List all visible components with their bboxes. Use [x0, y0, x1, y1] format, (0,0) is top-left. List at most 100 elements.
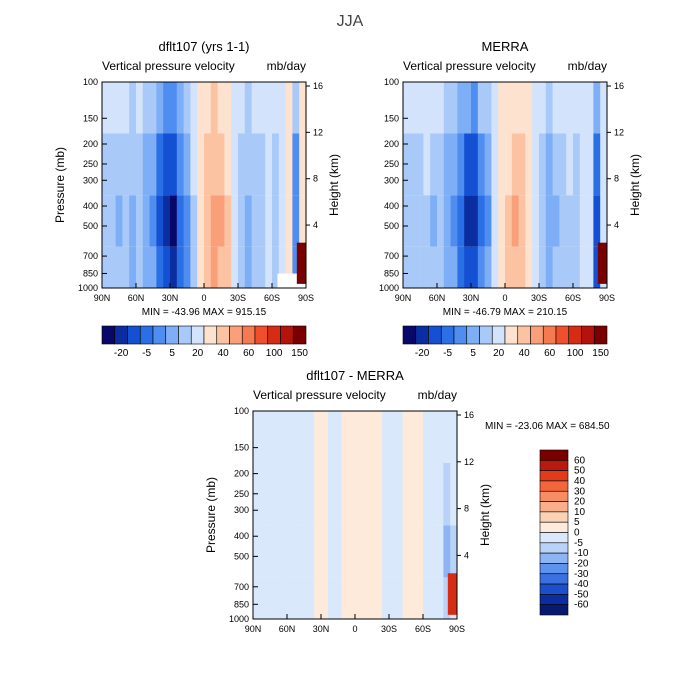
colorbar-swatch: [504, 325, 519, 345]
heatmap-cell: [457, 195, 465, 247]
heatmap-cell: [477, 133, 486, 196]
heatmap-cell: [253, 577, 261, 619]
panel-units: mb/day: [418, 388, 457, 402]
colorbar-swatch: [415, 325, 429, 345]
x-tick-label: 60S: [565, 293, 581, 303]
heatmap-cell: [450, 525, 458, 578]
heatmap-cell: [231, 82, 239, 134]
heatmap-cell: [224, 195, 232, 247]
heatmap-cell: [593, 246, 601, 288]
y2-tick-label: 16: [313, 81, 323, 91]
heatmap-cell: [471, 246, 479, 288]
heatmap-cell: [142, 82, 151, 134]
colorbar-label: 40: [218, 348, 230, 359]
heatmap-cell: [545, 82, 554, 134]
heatmap-cell: [272, 133, 280, 196]
heatmap-cell: [389, 525, 397, 578]
heatmap-cell: [108, 246, 117, 288]
heatmap-cell: [183, 195, 191, 247]
heatmap-cell: [224, 133, 232, 196]
heatmap-cell: [307, 525, 315, 578]
heatmap-cell: [238, 195, 246, 247]
heatmap-cell: [450, 82, 458, 134]
colorbar-swatch: [491, 325, 506, 345]
heatmap-cell: [341, 411, 349, 463]
x-tick-label: 60N: [429, 293, 446, 303]
heatmap-cell: [307, 577, 315, 619]
heatmap-cell: [190, 82, 198, 134]
heatmap-cell: [251, 246, 259, 288]
colorbar-swatch: [428, 325, 442, 345]
heatmap-cell: [443, 577, 451, 619]
y2-tick-label: 12: [464, 457, 474, 467]
heatmap-cell: [409, 195, 418, 247]
colorbar-swatch: [542, 325, 557, 345]
y2-axis-label: Height (km): [327, 154, 341, 216]
heatmap-cell: [491, 195, 499, 247]
heatmap-cell: [403, 195, 411, 247]
heatmap-cell: [102, 195, 110, 247]
heatmap-cell: [251, 195, 259, 247]
colorbar-label: 60: [544, 348, 556, 359]
heatmap-cell: [273, 525, 281, 578]
heatmap-cell: [142, 195, 151, 247]
heatmap-cell: [429, 525, 438, 578]
heatmap-cell: [321, 577, 329, 619]
heatmap-cell: [498, 133, 506, 196]
heatmap-cell: [285, 133, 293, 196]
heatmap-cell: [224, 82, 232, 134]
heatmap-cell: [287, 463, 295, 526]
colorbar-swatch: [581, 325, 595, 345]
x-tick-label: 0: [502, 293, 507, 303]
heatmap-cell: [566, 246, 574, 288]
heatmap-cell: [382, 577, 390, 619]
y-tick-label: 400: [83, 201, 98, 211]
heatmap-cell: [156, 133, 164, 196]
heatmap-cell: [321, 525, 329, 578]
heatmap-cell: [450, 246, 458, 288]
heatmap-cell: [287, 525, 295, 578]
x-tick-label: 60N: [128, 293, 145, 303]
heatmap-cell: [293, 525, 302, 578]
heatmap-cell: [361, 525, 370, 578]
y-tick-label: 100: [384, 77, 399, 87]
heatmap-cell: [382, 525, 390, 578]
heatmap-cell: [593, 195, 601, 247]
heatmap-cell: [129, 195, 137, 247]
heatmap-cell: [258, 195, 266, 247]
heatmap-cell: [327, 525, 336, 578]
y2-tick-label: 4: [614, 220, 619, 230]
colorbar-swatch: [114, 325, 128, 345]
heatmap-cell: [149, 133, 157, 196]
colorbar-label: 60: [574, 455, 586, 466]
heatmap-cell: [108, 82, 117, 134]
heatmap-cell: [545, 195, 554, 247]
heatmap-cell: [471, 195, 479, 247]
heatmap-cell: [163, 133, 171, 196]
heatmap-cell: [314, 411, 322, 463]
heatmap-cell: [511, 246, 520, 288]
heatmap-cell: [292, 195, 300, 247]
colorbar-swatch: [402, 325, 417, 345]
colorbar-label: -20: [415, 348, 430, 359]
panel-units: mb/day: [568, 59, 607, 73]
heatmap-cell: [368, 525, 376, 578]
heatmap-cell: [163, 246, 171, 288]
heatmap-cell: [244, 246, 253, 288]
heatmap-cell: [348, 463, 356, 526]
heatmap-cell: [484, 82, 492, 134]
panel-title: dflt107 - MERRA: [306, 368, 404, 383]
colorbar-swatch: [216, 325, 230, 345]
y2-axis-label: Height (km): [628, 154, 642, 216]
heatmap-cell: [204, 82, 212, 134]
y-tick-label: 400: [234, 531, 249, 541]
heatmap-cell: [579, 195, 588, 247]
heatmap-cell: [299, 133, 307, 196]
heatmap-cell: [231, 195, 239, 247]
heatmap-cell: [170, 82, 178, 134]
heatmap-cell: [552, 195, 560, 247]
heatmap-cell: [477, 246, 486, 288]
y-tick-label: 1000: [379, 283, 399, 293]
x-tick-label: 30N: [463, 293, 480, 303]
heatmap-cell: [258, 133, 266, 196]
